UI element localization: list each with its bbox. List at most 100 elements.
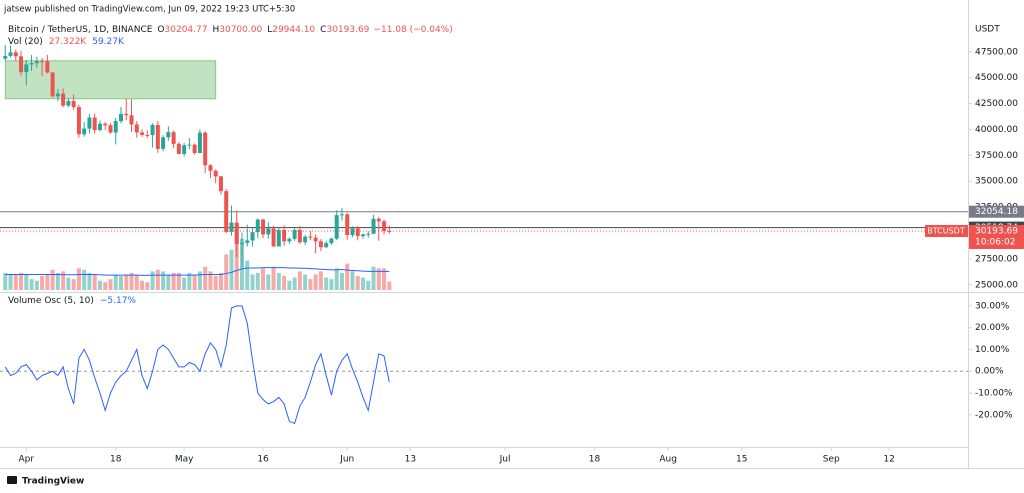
- symbol-name: Bitcoin / TetherUS, 1D, BINANCE: [8, 25, 153, 35]
- volume-bar: [313, 274, 318, 290]
- volume-bar: [176, 272, 181, 290]
- y-tick-label: 47500.00: [975, 47, 1018, 57]
- candle-body: [376, 218, 381, 222]
- candle-body: [287, 238, 292, 242]
- countdown: 10:06:02: [975, 237, 1015, 247]
- candle-body: [155, 124, 160, 149]
- volume-bar: [103, 282, 108, 290]
- x-tick-label: Jun: [339, 455, 354, 465]
- volume-bar: [182, 277, 187, 290]
- ohlc-value: 30700.00: [219, 25, 262, 35]
- x-tick-label: 12: [883, 455, 894, 465]
- volume-bar: [245, 260, 250, 290]
- volume-bar: [276, 272, 281, 290]
- volume-bar: [171, 272, 176, 290]
- candle-body: [145, 134, 150, 136]
- oscillator-value: −5.17%: [100, 296, 137, 306]
- plot: Apr 18 May 16 Jun 13 Jul 18 Aug 15 Sep 12 25000.00 27…: [0, 45, 1024, 465]
- candle-body: [234, 222, 239, 244]
- candle-body: [13, 52, 18, 57]
- x-tick-label: 18: [589, 455, 601, 465]
- candle-body: [308, 236, 313, 238]
- candle-body: [361, 234, 365, 237]
- volume-bar: [76, 268, 81, 290]
- candle-body: [8, 52, 13, 56]
- candle-body: [24, 64, 29, 73]
- candle-body: [134, 124, 139, 133]
- volume-bar: [87, 272, 92, 290]
- volume-bar: [339, 272, 344, 290]
- volume-bar: [361, 277, 365, 290]
- candle-body: [103, 123, 108, 126]
- ohlc-label: L: [267, 25, 272, 35]
- ohlc-label: C: [320, 25, 326, 35]
- volume-bar: [371, 266, 376, 290]
- candle-body: [266, 228, 271, 235]
- candle-body: [50, 72, 55, 97]
- volume-bar: [50, 269, 55, 290]
- candle-body: [161, 137, 166, 149]
- candle-body: [224, 191, 229, 232]
- candle-body: [119, 113, 123, 122]
- ohlc-value: 29944.10: [272, 25, 315, 35]
- volume-bar: [3, 272, 8, 290]
- volume-bar: [292, 277, 297, 290]
- volume-bar: [329, 279, 334, 290]
- volume-bar: [366, 280, 371, 290]
- symbol: Bitcoin / TetherUS, 1D, BINANCE O30204.77…: [8, 25, 453, 35]
- candle-body: [176, 143, 181, 154]
- volume-bar: [29, 279, 34, 290]
- volume-bar: [213, 276, 218, 290]
- candle-body: [55, 93, 60, 97]
- candle-body: [140, 132, 145, 135]
- volume-bar: [145, 282, 150, 290]
- candle-body: [82, 128, 87, 135]
- price-label: 32054.18: [975, 207, 1018, 217]
- x-tick-label: 13: [405, 455, 416, 465]
- candle-body: [218, 176, 223, 192]
- candle-body: [229, 222, 234, 232]
- x-tick-label: May: [175, 455, 194, 465]
- volume-bar: [24, 274, 29, 290]
- volume-bar: [166, 274, 171, 290]
- candle-body: [282, 229, 287, 242]
- volume-bar: [129, 272, 134, 290]
- volume-bar: [140, 280, 145, 290]
- candle-body: [97, 123, 102, 131]
- zone: [4, 60, 217, 100]
- candle-body: [355, 228, 360, 237]
- volume-title: Vol (20): [8, 37, 43, 47]
- candle-body: [213, 170, 218, 177]
- volume-bar: [203, 266, 208, 290]
- x-tick-label: Apr: [19, 455, 35, 465]
- last-price-label: 30193.69: [975, 226, 1018, 236]
- volume-bar: [97, 280, 102, 290]
- candle-body: [203, 132, 208, 166]
- candle-body: [371, 218, 376, 234]
- volume-bar: [376, 268, 381, 290]
- volume-bar: [19, 272, 24, 290]
- volume-bar: [324, 277, 329, 290]
- candle-body: [150, 124, 155, 136]
- candle-body: [29, 63, 34, 65]
- volume-bar: [250, 274, 255, 290]
- x-tick-label: 15: [736, 455, 747, 465]
- volume-bar: [108, 279, 113, 290]
- ohlc-value: 30204.77: [165, 25, 208, 35]
- candle-body: [366, 233, 371, 235]
- candle-body: [350, 228, 355, 236]
- candle-body: [382, 221, 387, 231]
- candle-body: [166, 132, 171, 138]
- volume-bar: [234, 237, 239, 290]
- volume-bar: [287, 280, 292, 290]
- publisher: jatsew published on TradingView.com, Jun…: [3, 5, 295, 15]
- volume-bar: [71, 279, 76, 290]
- candle-body: [71, 100, 76, 108]
- volume-bar: [297, 271, 302, 290]
- volume-bar: [387, 281, 392, 290]
- volume-bar: [150, 271, 155, 290]
- volume-bar: [266, 274, 271, 290]
- volume-bar: [55, 272, 60, 290]
- y-tick-label: 25000.00: [975, 280, 1018, 290]
